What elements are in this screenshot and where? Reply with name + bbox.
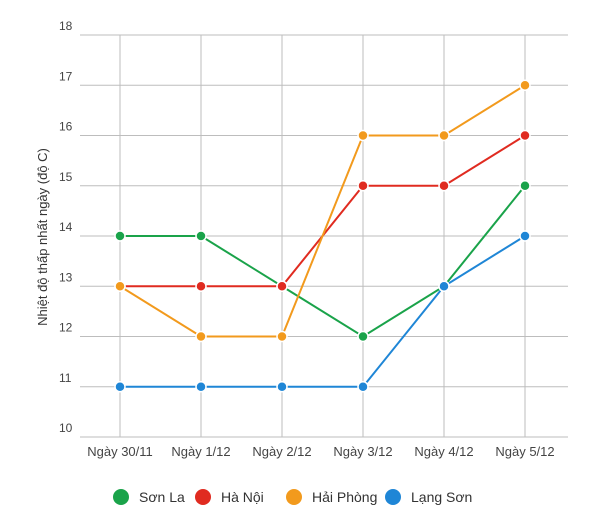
series-line	[119, 84, 526, 338]
legend-item[interactable]: Lạng Sơn	[385, 489, 472, 505]
series-layer	[114, 79, 531, 393]
series-line	[120, 235, 526, 388]
data-point	[114, 280, 126, 292]
data-point	[195, 330, 207, 343]
data-point	[357, 330, 369, 343]
data-point	[438, 180, 450, 192]
y-tick-label: 10	[59, 421, 73, 435]
x-tick-label: Ngày 5/12	[495, 444, 554, 459]
data-point	[195, 230, 207, 242]
legend-item[interactable]: Sơn La	[113, 489, 185, 505]
series-line	[120, 134, 526, 288]
x-axis-ticks: Ngày 30/11 Ngày 1/12 Ngày 2/12 Ngày 3/12 Ngà…	[87, 444, 554, 459]
y-tick-label: 17	[59, 69, 73, 83]
legend-label: Sơn La	[139, 489, 185, 505]
data-point	[357, 129, 369, 142]
legend-marker	[113, 489, 129, 505]
legend-item[interactable]: Hải Phòng	[286, 489, 377, 505]
data-point	[195, 381, 207, 393]
legend[interactable]: Sơn La Hà Nội Hải Phòng Lạng Sơn	[113, 489, 472, 505]
data-point	[438, 280, 450, 292]
data-point	[357, 180, 369, 192]
series-line	[120, 185, 526, 338]
data-point	[438, 129, 450, 142]
x-tick-label: Ngày 3/12	[333, 444, 392, 459]
y-tick-label: 11	[59, 371, 72, 385]
y-tick-label: 12	[59, 321, 73, 335]
x-tick-label: Ngày 30/11	[87, 444, 153, 459]
data-point	[276, 280, 288, 292]
x-tick-label: Ngày 2/12	[252, 444, 311, 459]
data-point	[114, 230, 126, 242]
x-tick-label: Ngày 4/12	[414, 444, 473, 459]
legend-marker	[195, 489, 211, 505]
y-tick-label: 18	[59, 19, 73, 33]
data-point	[276, 330, 288, 343]
data-point	[114, 381, 126, 393]
y-axis-ticks: 10 11 12 13 14 15 16 17 18	[59, 19, 73, 435]
legend-marker	[286, 489, 302, 505]
data-point	[357, 381, 369, 393]
data-point	[195, 280, 207, 292]
legend-label: Lạng Sơn	[411, 489, 472, 505]
data-point	[276, 381, 288, 393]
data-point	[519, 79, 531, 91]
y-axis-title: Nhiệt độ thấp nhất ngày (độ C)	[35, 148, 50, 326]
legend-item[interactable]: Hà Nội	[195, 489, 264, 505]
data-point	[519, 180, 531, 192]
y-tick-label: 15	[59, 170, 73, 184]
legend-label: Hà Nội	[221, 489, 264, 505]
data-point	[519, 129, 531, 142]
data-point	[519, 230, 531, 242]
y-tick-label: 13	[59, 270, 73, 284]
y-tick-label: 14	[59, 220, 73, 234]
x-tick-label: Ngày 1/12	[171, 444, 230, 459]
y-tick-label: 16	[59, 120, 73, 134]
legend-label: Hải Phòng	[312, 489, 377, 505]
legend-marker	[385, 489, 401, 505]
grid-layer	[80, 34, 568, 438]
